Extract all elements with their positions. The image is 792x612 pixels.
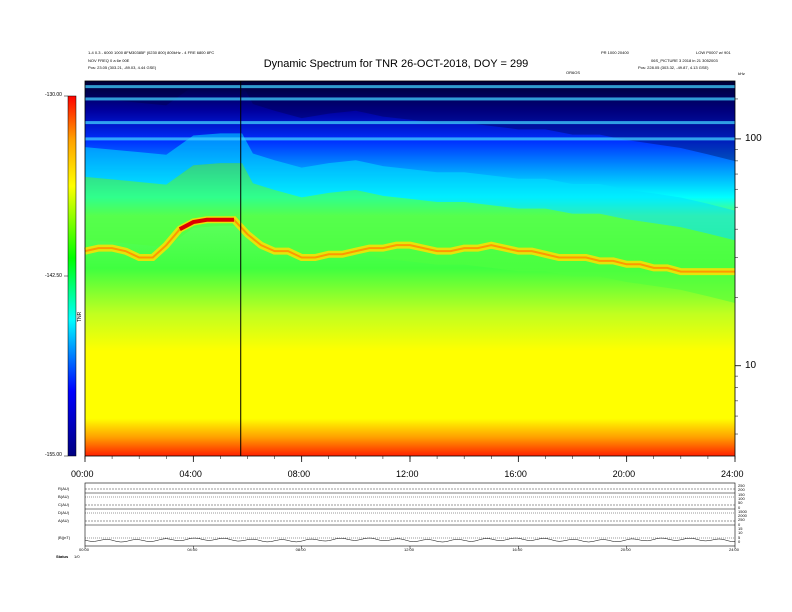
orbit-row-label: R(AU)	[58, 486, 70, 491]
interference-line	[85, 121, 735, 125]
header-right-line3: 06S_PICTURE 3 2018 in 21 3052003	[651, 58, 718, 63]
chart-title: Dynamic Spectrum for TNR 26-OCT-2018, DO…	[263, 58, 529, 70]
colorbar-tick-bottom: -155.00	[45, 452, 62, 458]
orbit-row-label: |B|(nT)	[58, 535, 71, 540]
orbit-panel-frame	[84, 482, 736, 547]
orbit-row-label: B(AU)	[58, 494, 69, 499]
header-right-line1b: LOW P0007 w/ 901	[696, 50, 731, 55]
orbit-right-tick-label: 200	[738, 487, 745, 493]
orbit-right-tick-label: 100	[738, 495, 745, 501]
orbit-x-tick-label: 00:00	[79, 547, 90, 552]
orbit-x-tick-label: 08:00	[295, 547, 306, 552]
orbit-x-tick-label: 20:00	[620, 547, 631, 552]
orbit-row-label: A(AU)	[58, 518, 69, 523]
orbit-x-tick-label: 12:00	[404, 547, 415, 552]
orbit-row-label: C(AU)	[58, 502, 70, 507]
orbit-right-tick-label: 0	[738, 538, 741, 544]
x-tick-label: 24:00	[721, 469, 744, 479]
header-right-line1: PR 1000 20400	[601, 50, 629, 55]
upper-dark-region	[85, 81, 735, 162]
x-tick-label: 04:00	[179, 469, 202, 479]
orbit-field-trace	[84, 537, 736, 543]
footer-status-label: Status	[56, 554, 69, 559]
interference-line	[85, 85, 735, 89]
orbit-right-tick-label: 5	[738, 534, 741, 540]
orbit-right-tick-label: 2000	[738, 513, 747, 519]
orbit-x-tick-label: 24:00	[729, 547, 740, 552]
orbit-right-tick-label: 1500	[738, 508, 747, 514]
header-left-line3: Pos: 23.05 (303.21, -89.03, 4.44 GSE)	[88, 65, 157, 70]
orbit-x-tick-label: 16:00	[512, 547, 523, 552]
spectral-band-intense	[178, 217, 234, 231]
header-right-line4: Pos: 228.05 (303.32, -49.87, 4.13 GSE)	[638, 65, 709, 70]
orbit-x-tick-label: 04:00	[187, 547, 198, 552]
colorbar-tick-top: -130.00	[45, 92, 62, 98]
y-tick-label: 10	[745, 359, 757, 371]
orbit-right-tick-label: 150	[738, 491, 745, 497]
orbit-right-tick-label: 0	[738, 521, 741, 527]
x-tick-label: 20:00	[612, 469, 636, 479]
header-center-small: OR6OS	[566, 70, 581, 75]
orbit-right-tick-label: 250	[738, 483, 745, 488]
x-tick-label: 08:00	[287, 469, 311, 479]
interference-line	[85, 137, 735, 141]
orbit-right-tick-label: 250	[738, 517, 745, 523]
green-emission-region	[85, 163, 735, 304]
colorbar-tick-mid: -142.50	[45, 273, 62, 279]
orbit-right-tick-label: 50	[738, 500, 743, 506]
x-tick-label: 00:00	[71, 469, 94, 479]
y-unit-label: kHz	[738, 71, 745, 76]
footer-status-value: 1/0	[74, 554, 80, 559]
colorbar-unit-label: TNR	[77, 311, 83, 322]
interference-line	[85, 97, 735, 101]
header-left-line2: NOV FREQ 0 a 6e 00E	[88, 58, 130, 63]
orbit-right-tick-label: 15	[738, 526, 743, 531]
header-left-line1: 1-4 0.3 - 6000 1000 8FM30385F (0230 800)…	[88, 50, 215, 55]
x-tick-label: 16:00	[504, 469, 527, 479]
y-tick-label: 100	[745, 132, 762, 144]
cyan-transition-band	[85, 133, 735, 241]
orbit-row-label: D(AU)	[58, 510, 70, 515]
colorbar	[67, 95, 77, 457]
orbit-right-tick-label: 10	[738, 530, 743, 536]
orbit-right-tick-label: 0	[738, 504, 741, 510]
x-tick-label: 12:00	[396, 469, 419, 479]
